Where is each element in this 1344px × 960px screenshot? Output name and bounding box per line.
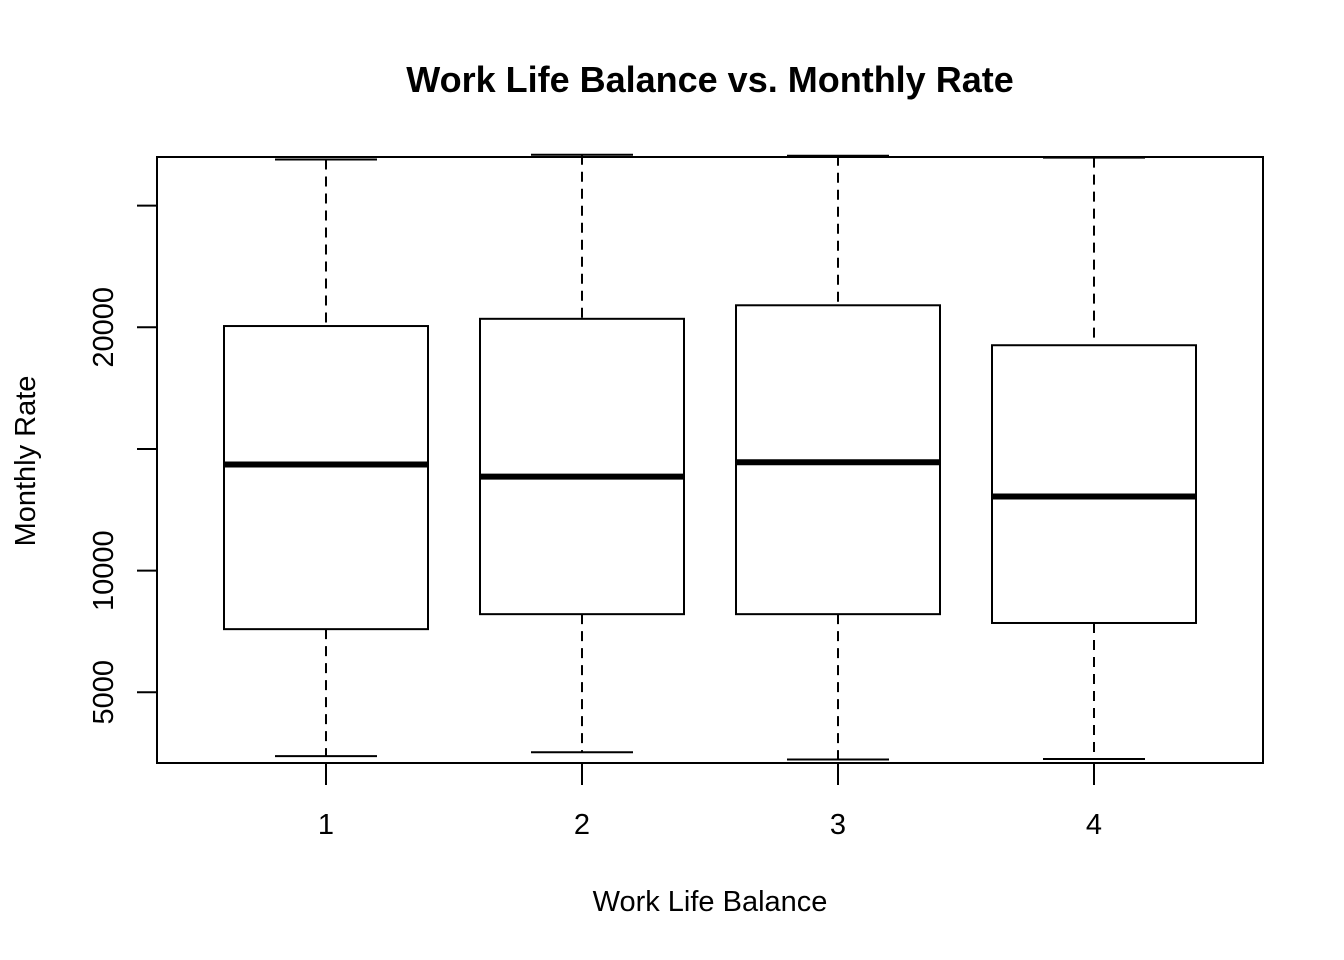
- x-tick-label: 3: [830, 809, 846, 841]
- plot-frame: [156, 156, 1264, 764]
- x-axis: 1 2 3 4: [318, 763, 1102, 841]
- box-4: [991, 156, 1197, 760]
- x-tick-label: 2: [574, 809, 590, 841]
- x-tick-label: 1: [318, 809, 334, 841]
- chart-title: Work Life Balance vs. Monthly Rate: [406, 59, 1013, 100]
- box-1: [223, 158, 429, 758]
- iqr-box: [479, 317, 685, 616]
- x-tick-label: 4: [1086, 809, 1102, 841]
- y-axis: 5000 10000 20000: [88, 204, 157, 725]
- y-tick-label: 5000: [88, 660, 120, 725]
- boxes-layer: [223, 153, 1197, 761]
- iqr-box: [991, 344, 1197, 624]
- y-tick-label: 10000: [88, 530, 120, 611]
- x-axis-title: Work Life Balance: [593, 886, 828, 918]
- iqr-box: [223, 325, 429, 631]
- y-axis-title: Monthly Rate: [10, 376, 42, 547]
- box-2: [479, 153, 685, 754]
- box-3: [735, 154, 941, 761]
- y-tick-label: 20000: [88, 287, 120, 368]
